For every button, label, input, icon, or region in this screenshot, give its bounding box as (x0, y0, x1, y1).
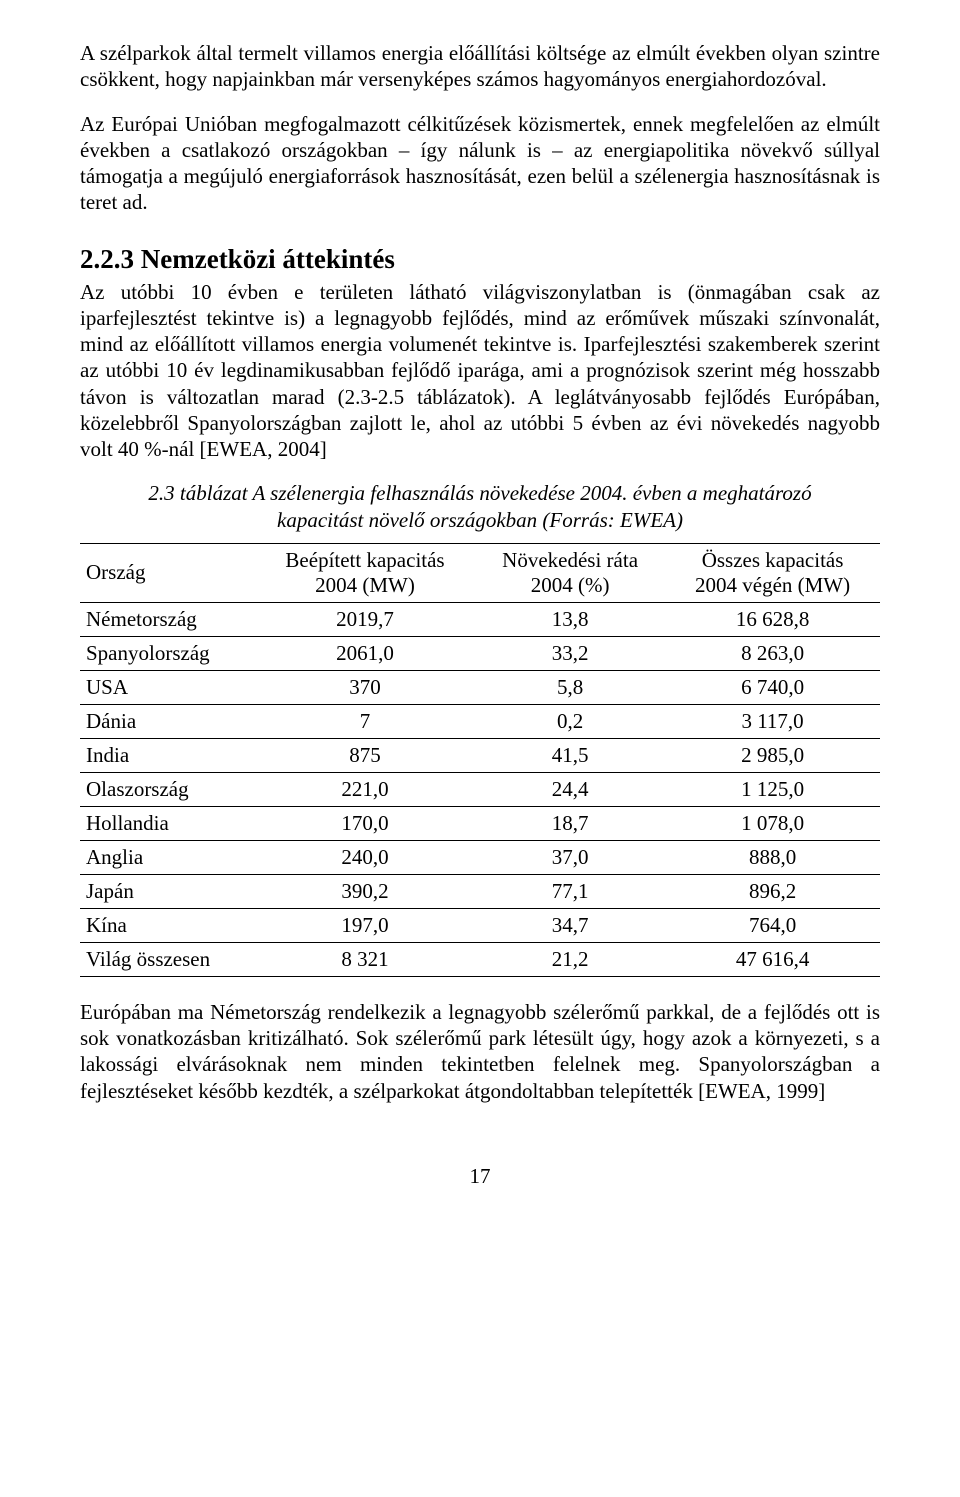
cell-capacity: 370 (255, 670, 475, 704)
table-row: Világ összesen8 32121,247 616,4 (80, 942, 880, 976)
cell-capacity: 7 (255, 704, 475, 738)
table-row: Dánia70,23 117,0 (80, 704, 880, 738)
col-header-rate-l2: 2004 (%) (531, 573, 610, 597)
table-row: Olaszország221,024,41 125,0 (80, 772, 880, 806)
table-caption-line2: kapacitást növelő országokban (Forrás: E… (277, 508, 683, 532)
cell-rate: 77,1 (475, 874, 665, 908)
wind-capacity-table: Ország Beépített kapacitás 2004 (MW) Növ… (80, 543, 880, 977)
paragraph-1: A szélparkok által termelt villamos ener… (80, 40, 880, 93)
cell-capacity: 170,0 (255, 806, 475, 840)
cell-total: 1 078,0 (665, 806, 880, 840)
cell-capacity: 8 321 (255, 942, 475, 976)
cell-capacity: 221,0 (255, 772, 475, 806)
col-header-capacity-l2: 2004 (MW) (315, 573, 415, 597)
table-row: Japán390,277,1896,2 (80, 874, 880, 908)
cell-total: 1 125,0 (665, 772, 880, 806)
page: A szélparkok által termelt villamos ener… (0, 0, 960, 1219)
cell-rate: 5,8 (475, 670, 665, 704)
table-caption-line1: 2.3 táblázat A szélenergia felhasználás … (148, 481, 811, 505)
col-header-capacity-l1: Beépített kapacitás (285, 548, 444, 572)
paragraph-4: Európában ma Németország rendelkezik a l… (80, 999, 880, 1104)
table-row: Hollandia170,018,71 078,0 (80, 806, 880, 840)
paragraph-3: Az utóbbi 10 évben e területen látható v… (80, 279, 880, 463)
table-row: Anglia240,037,0888,0 (80, 840, 880, 874)
cell-rate: 13,8 (475, 602, 665, 636)
col-header-total-l1: Összes kapacitás (702, 548, 844, 572)
cell-country: Anglia (80, 840, 255, 874)
cell-rate: 18,7 (475, 806, 665, 840)
cell-country: Japán (80, 874, 255, 908)
cell-total: 764,0 (665, 908, 880, 942)
cell-total: 3 117,0 (665, 704, 880, 738)
table-caption: 2.3 táblázat A szélenergia felhasználás … (80, 480, 880, 533)
cell-rate: 37,0 (475, 840, 665, 874)
cell-total: 888,0 (665, 840, 880, 874)
col-header-capacity: Beépített kapacitás 2004 (MW) (255, 543, 475, 602)
table-row: Németország2019,713,816 628,8 (80, 602, 880, 636)
cell-country: Kína (80, 908, 255, 942)
cell-country: Dánia (80, 704, 255, 738)
page-number: 17 (80, 1164, 880, 1189)
cell-rate: 21,2 (475, 942, 665, 976)
cell-rate: 41,5 (475, 738, 665, 772)
cell-country: Németország (80, 602, 255, 636)
col-header-total: Összes kapacitás 2004 végén (MW) (665, 543, 880, 602)
col-header-rate: Növekedési ráta 2004 (%) (475, 543, 665, 602)
cell-total: 6 740,0 (665, 670, 880, 704)
cell-rate: 0,2 (475, 704, 665, 738)
cell-capacity: 875 (255, 738, 475, 772)
cell-total: 47 616,4 (665, 942, 880, 976)
cell-total: 896,2 (665, 874, 880, 908)
cell-capacity: 197,0 (255, 908, 475, 942)
cell-total: 16 628,8 (665, 602, 880, 636)
cell-country: Világ összesen (80, 942, 255, 976)
cell-country: Hollandia (80, 806, 255, 840)
cell-rate: 33,2 (475, 636, 665, 670)
table-row: Spanyolország2061,033,28 263,0 (80, 636, 880, 670)
cell-rate: 34,7 (475, 908, 665, 942)
cell-capacity: 240,0 (255, 840, 475, 874)
table-header-row: Ország Beépített kapacitás 2004 (MW) Növ… (80, 543, 880, 602)
col-header-country: Ország (80, 543, 255, 602)
table-row: India87541,52 985,0 (80, 738, 880, 772)
cell-total: 2 985,0 (665, 738, 880, 772)
col-header-total-l2: 2004 végén (MW) (695, 573, 850, 597)
cell-rate: 24,4 (475, 772, 665, 806)
cell-country: Spanyolország (80, 636, 255, 670)
table-row: USA3705,86 740,0 (80, 670, 880, 704)
paragraph-2: Az Európai Unióban megfogalmazott célkit… (80, 111, 880, 216)
cell-total: 8 263,0 (665, 636, 880, 670)
section-heading: 2.2.3 Nemzetközi áttekintés (80, 244, 880, 275)
cell-country: USA (80, 670, 255, 704)
cell-capacity: 2061,0 (255, 636, 475, 670)
col-header-rate-l1: Növekedési ráta (502, 548, 638, 572)
cell-country: India (80, 738, 255, 772)
cell-capacity: 2019,7 (255, 602, 475, 636)
cell-capacity: 390,2 (255, 874, 475, 908)
cell-country: Olaszország (80, 772, 255, 806)
table-row: Kína197,034,7764,0 (80, 908, 880, 942)
